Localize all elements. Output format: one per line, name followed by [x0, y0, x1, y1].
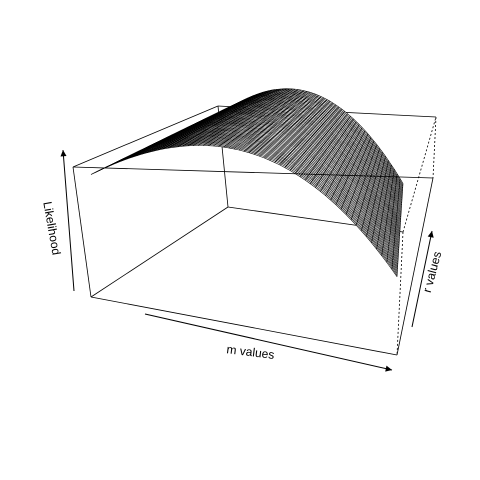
surface-mesh-line-r — [109, 137, 399, 265]
surface-mesh-line-r — [163, 114, 401, 227]
box-edge-front-top — [72, 166, 434, 179]
surface-mesh-line-r — [118, 133, 399, 258]
surface-mesh-line-r — [138, 124, 400, 244]
box-edge-left-top — [72, 105, 219, 168]
surface-mesh-line-r — [227, 88, 404, 184]
box-edge-left-bottom — [90, 206, 229, 298]
surface-mesh-line-r — [93, 144, 398, 276]
surface-mesh-line-r — [157, 117, 401, 232]
surface-mesh-line-r — [120, 132, 399, 257]
surface-mesh-line-r — [170, 111, 401, 223]
likelihood-surface — [90, 88, 404, 277]
surface-mesh-line-r — [136, 125, 400, 246]
surface-mesh-line-r — [95, 143, 398, 274]
box-edge-right-top — [432, 116, 437, 179]
surface-mesh-line-r — [150, 119, 400, 237]
surface-mesh-line-r — [122, 131, 399, 255]
z-axis-arrow — [62, 149, 75, 292]
x-axis-arrow-head — [385, 365, 392, 372]
box-edge-right-bottom — [396, 231, 404, 356]
z-axis-arrow-head — [60, 150, 67, 157]
surface-mesh-line-r — [166, 113, 401, 226]
box-edge-back-right-vertical — [402, 116, 437, 233]
axis-arrows — [60, 149, 434, 372]
z-axis-label: Likelihood — [40, 200, 63, 256]
surface-mesh-line-r — [125, 130, 399, 254]
surface-mesh-line-r — [168, 112, 401, 224]
surface-mesh-line-r — [127, 129, 399, 252]
surface-mesh-line-r — [214, 93, 403, 193]
box-front-edges — [72, 166, 434, 356]
surface-mesh-line-r — [90, 145, 398, 277]
box-edge-front-left-vertical — [72, 166, 92, 298]
surface-mesh-line-r — [129, 128, 399, 251]
surface-mesh-line-r — [106, 138, 398, 266]
surface-mesh-line-r — [115, 134, 399, 260]
x-axis-arrow — [144, 313, 393, 371]
surface-mesh-line-r — [97, 142, 398, 273]
surface-mesh-line-r — [147, 120, 400, 238]
surface-mesh-line-r — [111, 136, 399, 263]
surface-mesh-line-r — [131, 127, 400, 249]
x-axis-label: m values — [226, 342, 275, 362]
surface-mesh-line-r — [143, 122, 400, 241]
surface-mesh-line-r — [152, 119, 400, 235]
box-edge-front-right-vertical — [396, 177, 434, 356]
box-edge-front-bottom — [90, 296, 398, 356]
y-axis-arrow — [411, 230, 433, 328]
surface-mesh-line-r — [134, 126, 400, 248]
surface-mesh-line-r — [141, 123, 400, 243]
y-axis-arrow-head — [427, 231, 434, 238]
surface-mesh-line-r — [102, 140, 398, 269]
surface-mesh-line-r — [154, 117, 401, 233]
surface-mesh-line-r — [159, 116, 401, 230]
surface-mesh-line-r — [104, 139, 398, 268]
surface-mesh-line-r — [145, 121, 400, 240]
surface-mesh-line-r — [99, 141, 398, 271]
surface-mesh-line-r — [113, 135, 399, 262]
